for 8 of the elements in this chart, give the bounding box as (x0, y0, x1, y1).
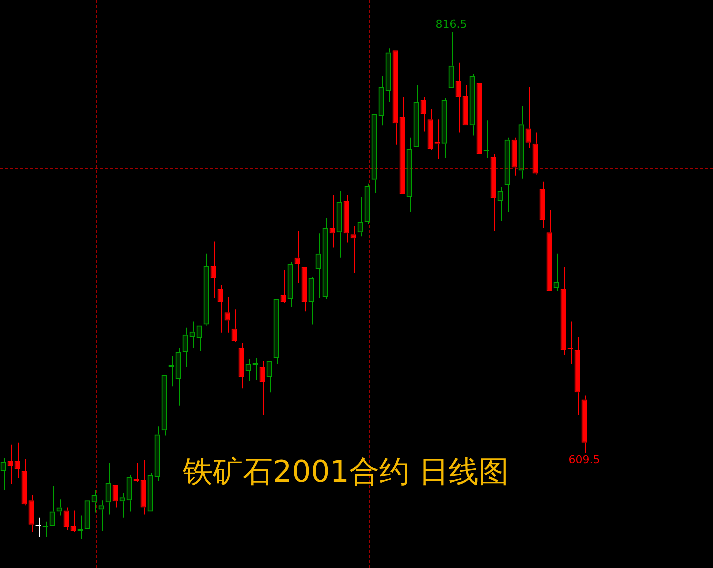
candlestick (35, 517, 42, 538)
candlestick (554, 253, 560, 292)
annotation: 816.5 (436, 18, 468, 31)
annotation: 609.5 (568, 453, 600, 466)
text: 铁矿石2001合约 日线图 (183, 454, 509, 492)
candlestick (42, 521, 48, 538)
candlestick (484, 120, 490, 159)
candlestick (56, 499, 62, 516)
